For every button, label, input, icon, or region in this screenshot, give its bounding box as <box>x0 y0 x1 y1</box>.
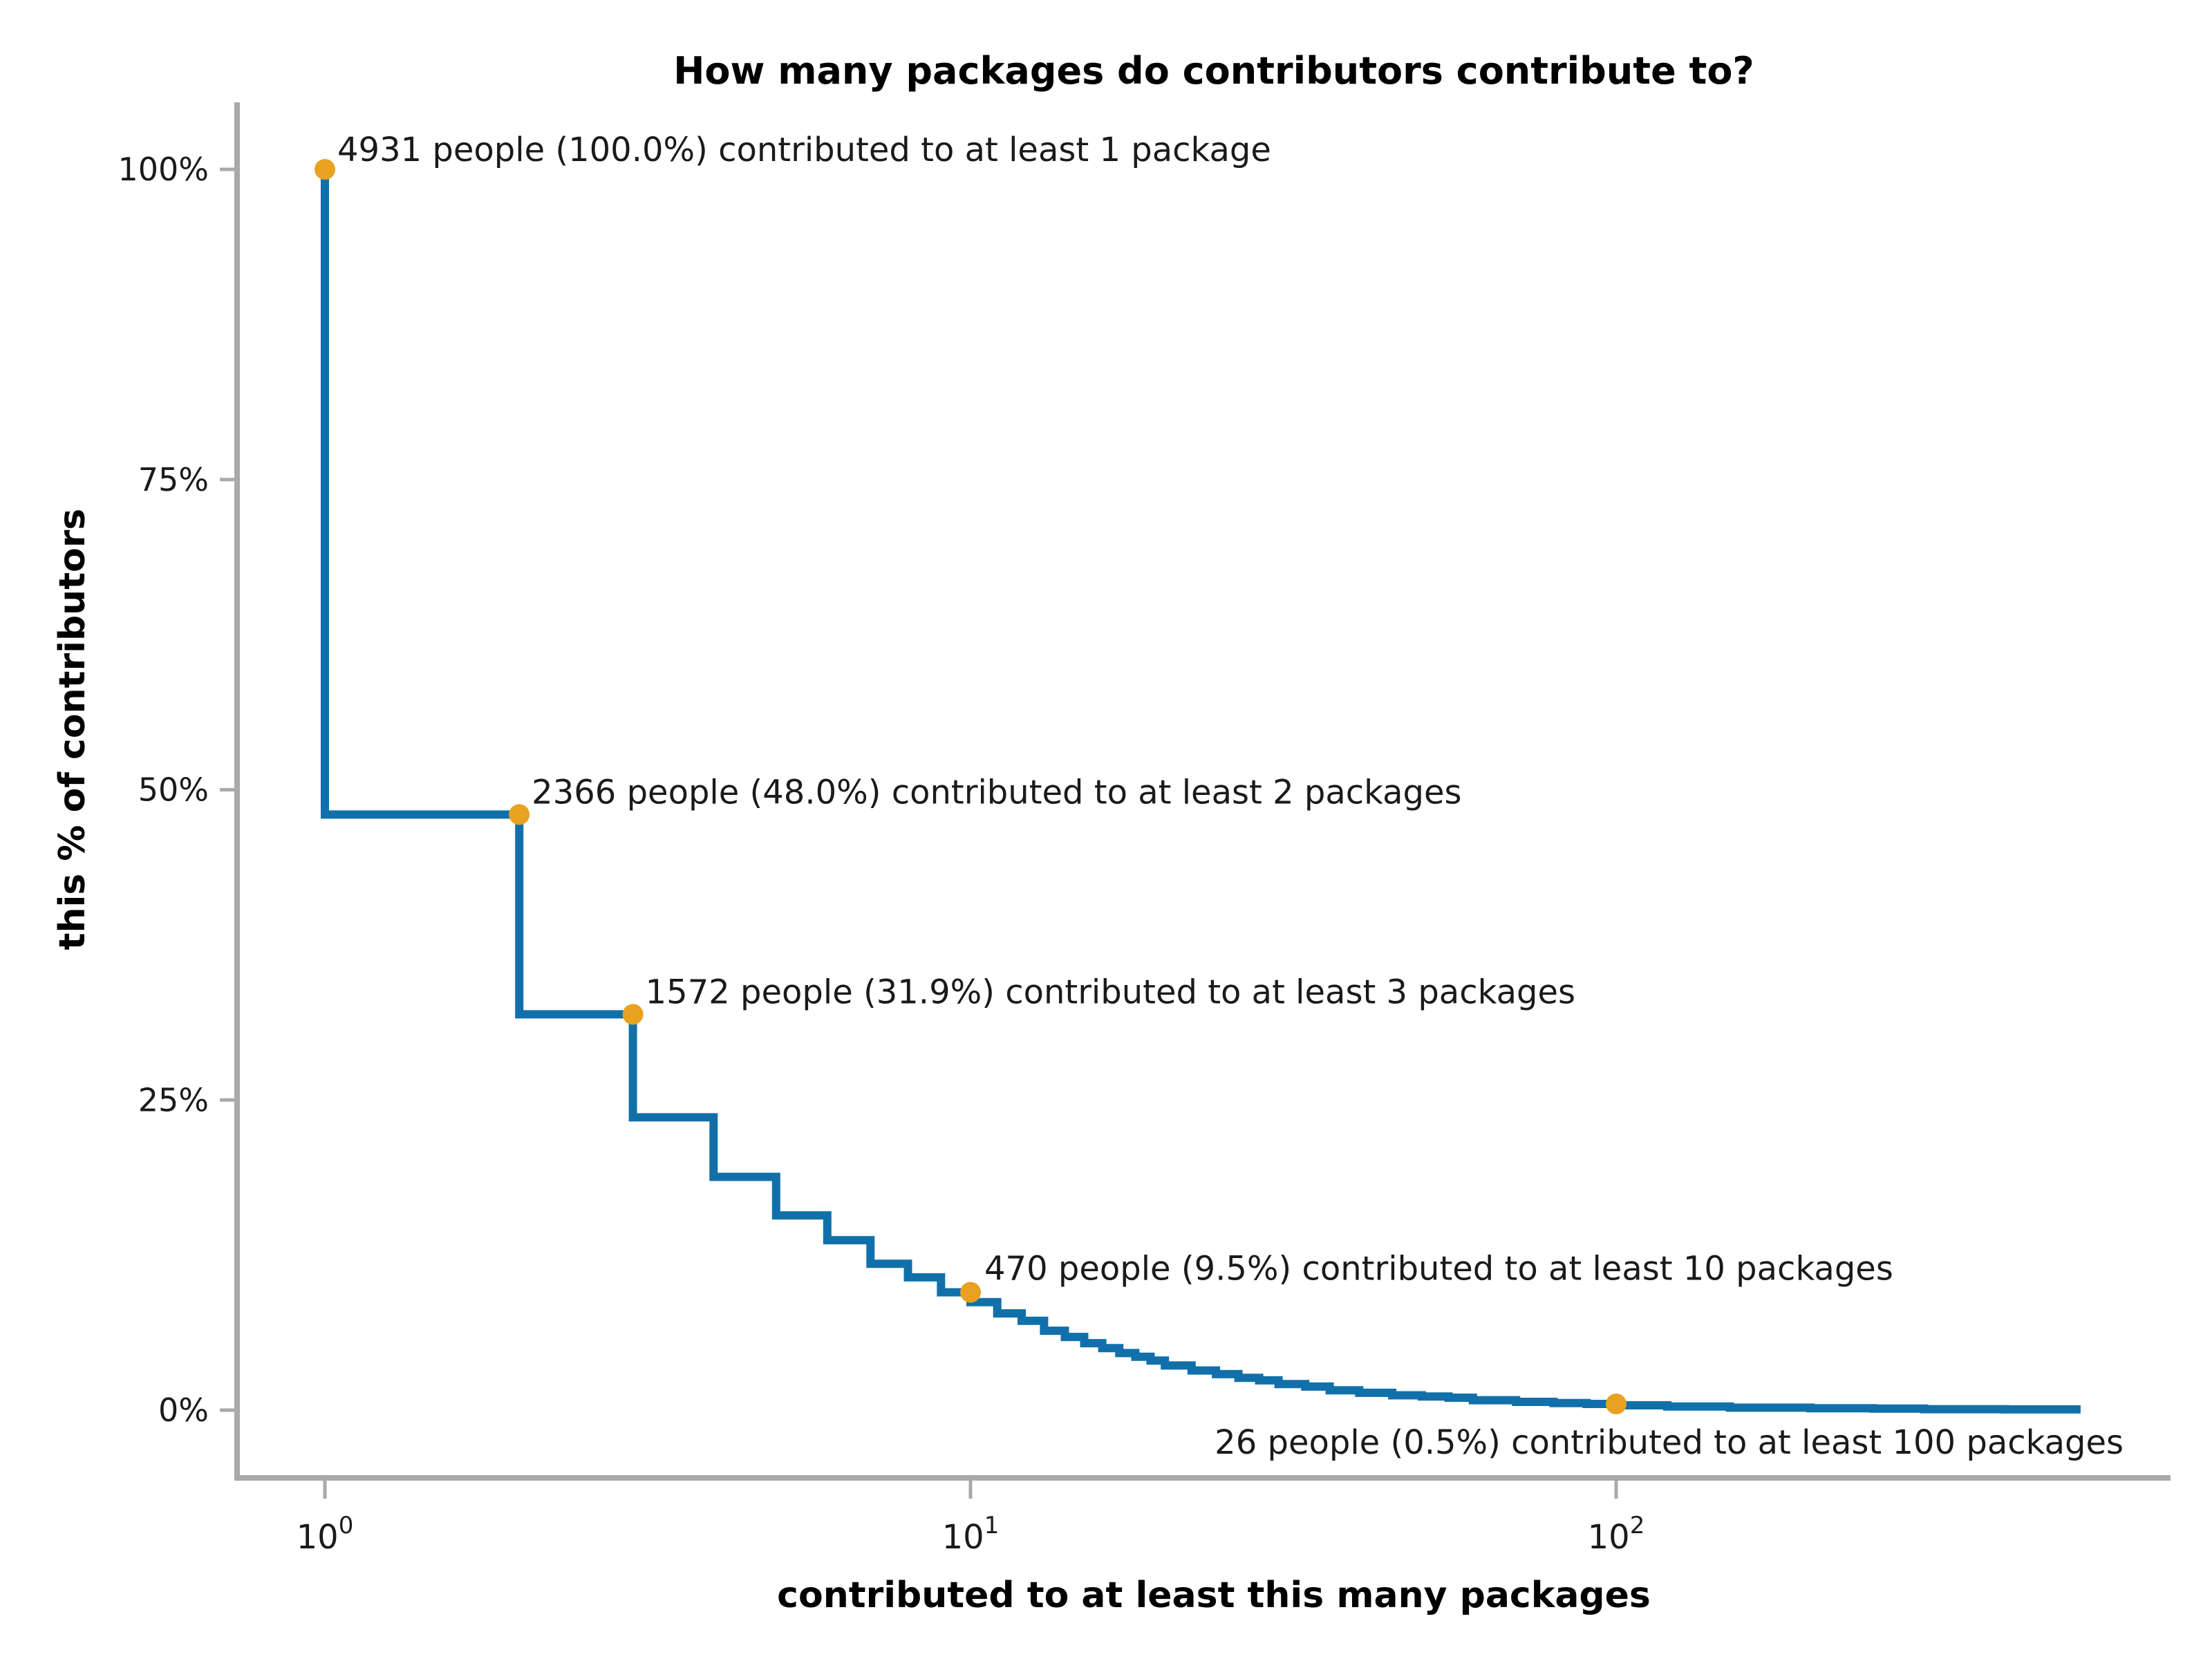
y-tick-label: 100% <box>118 151 209 188</box>
data-point-atleast-2 <box>509 804 530 825</box>
chart-title: How many packages do contributors contri… <box>673 49 1754 93</box>
y-tick-label: 25% <box>138 1081 209 1118</box>
y-tick-label: 50% <box>138 771 209 809</box>
annotation-atleast-100: 26 people (0.5%) contributed to at least… <box>1215 1423 2124 1462</box>
data-point-atleast-100 <box>1606 1394 1627 1415</box>
annotation-atleast-1: 4931 people (100.0%) contributed to at l… <box>337 131 1271 169</box>
x-tick-label: 102 <box>1588 1512 1645 1557</box>
y-axis-title: this % of contributors <box>52 509 93 950</box>
annotations: 4931 people (100.0%) contributed to at l… <box>337 131 2124 1462</box>
y-tick-label: 75% <box>138 461 209 498</box>
data-point-atleast-3 <box>622 1004 644 1025</box>
x-axis-title: contributed to at least this many packag… <box>777 1575 1651 1616</box>
x-axis-ticks: 100 101 102 <box>297 1481 1645 1557</box>
annotation-atleast-3: 1572 people (31.9%) contributed to at le… <box>646 973 1575 1011</box>
data-points <box>315 159 1627 1415</box>
data-point-atleast-1 <box>315 159 335 180</box>
y-axis-ticks: 100% 75% 50% 25% 0% <box>118 151 234 1429</box>
x-tick-label: 100 <box>297 1512 354 1557</box>
annotation-atleast-2: 2366 people (48.0%) contributed to at le… <box>532 773 1461 812</box>
x-tick-label: 101 <box>942 1512 1000 1557</box>
y-tick-label: 0% <box>158 1391 209 1429</box>
annotation-atleast-10: 470 people (9.5%) contributed to at leas… <box>984 1249 1893 1288</box>
data-point-atleast-10 <box>960 1282 981 1303</box>
